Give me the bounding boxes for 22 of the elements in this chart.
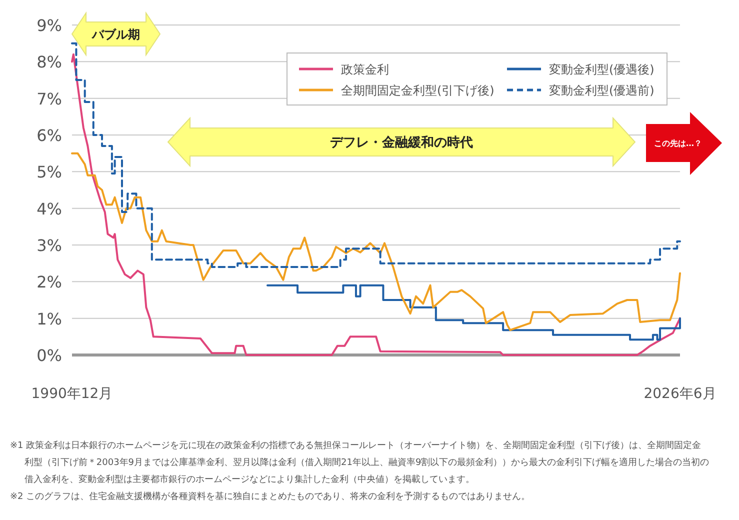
- y-tick-label: 1%: [36, 309, 62, 328]
- legend-label: 変動金利型(優遇前): [549, 84, 654, 98]
- y-tick-label: 3%: [36, 236, 62, 255]
- x-tick-label: 1990年12月: [31, 386, 113, 402]
- annotation: デフレ・金融緩和の時代: [330, 134, 473, 151]
- y-tick-label: 8%: [36, 52, 62, 72]
- text: ※2 このグラフは、住宅金融支援機構が各種資料を基に独自にまとめたものであり、将来の金利を予測するものではありません。: [10, 491, 530, 502]
- y-tick-label: 9%: [36, 16, 62, 35]
- annotation: バブル期: [91, 27, 140, 42]
- legend-label: 政策金利: [341, 62, 389, 76]
- y-tick-label: 6%: [36, 126, 62, 145]
- y-tick-label: 4%: [36, 199, 62, 218]
- legend-label: 全期間固定金利型(引下げ後): [341, 84, 494, 98]
- annotation: この先は…？: [654, 139, 702, 148]
- x-tick-label: 2026年6月: [644, 386, 716, 402]
- y-tick-label: 0%: [36, 346, 62, 365]
- line-series: [71, 152, 681, 332]
- legend-label: 変動金利型(優遇後): [549, 62, 654, 76]
- y-tick-label: 7%: [36, 89, 62, 108]
- text: ※1 政策金利は日本銀行のホームページを元に現在の政策金利の指標である無担保コールレート（オーバーナイト物）を、全期間固定金利型（引下げ後）は、全期間固定金利型（引下げ前＊2003年9月までは公庫基準金利、翌月以降は金利（借入期間21年以上、融資率9割以下の最頻金利））から最大の金利引下げ幅を適用した場合の当初の借入金利を、変動金利型は主要都市銀行のホームページなどにより集計した金利（中央値）を掲載しています。: [10, 440, 710, 485]
- y-tick-label: 2%: [36, 272, 62, 292]
- y-tick-label: 5%: [36, 162, 62, 182]
